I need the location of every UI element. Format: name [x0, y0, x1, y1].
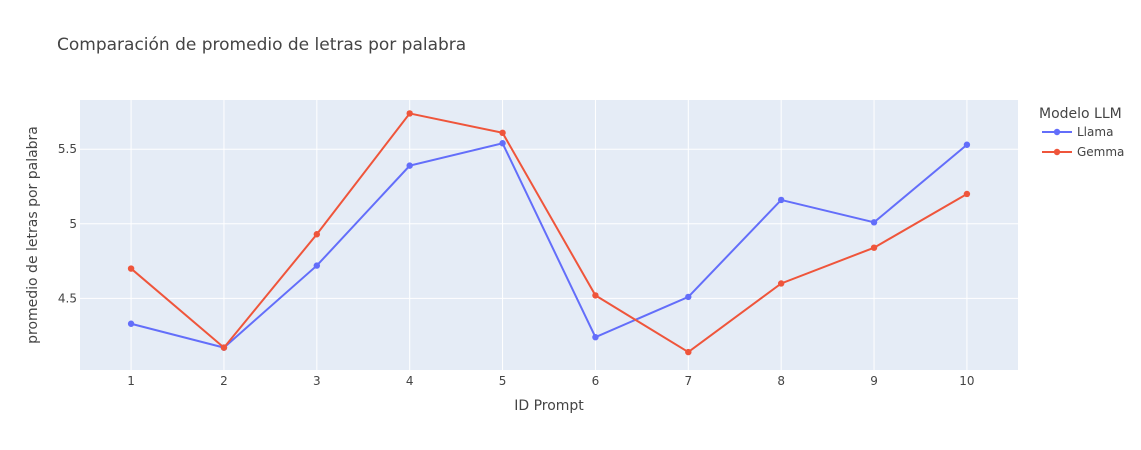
legend-marker	[1053, 148, 1061, 156]
x-tick-label: 8	[777, 374, 785, 388]
series-layer	[127, 110, 971, 356]
data-point-llama[interactable]	[777, 196, 785, 204]
series-line-llama	[130, 142, 968, 349]
data-point-llama[interactable]	[685, 293, 692, 301]
legend-label: Gemma	[1077, 145, 1124, 159]
y-tick-label: 5.5	[58, 142, 77, 156]
y-tick-label: 4.5	[58, 291, 77, 305]
data-point-gemma[interactable]	[313, 231, 321, 238]
data-point-gemma[interactable]	[870, 244, 878, 251]
data-point-gemma[interactable]	[127, 265, 135, 272]
x-tick-label: 1	[127, 374, 135, 388]
x-tick-label: 7	[684, 374, 692, 388]
y-axis: 4.5 5 5.5	[58, 142, 77, 305]
x-tick-label: 9	[870, 374, 878, 388]
y-axis-title: promedio de letras por palabra	[25, 126, 41, 344]
data-point-llama[interactable]	[499, 140, 506, 147]
grid	[80, 100, 1018, 370]
data-point-llama[interactable]	[406, 162, 413, 169]
legend: Modelo LLM Llama Gemma	[1039, 106, 1124, 159]
x-tick-label: 4	[406, 374, 414, 388]
x-tick-label: 2	[220, 374, 228, 388]
data-point-gemma[interactable]	[777, 280, 785, 287]
chart-title: Comparación de promedio de letras por pa…	[57, 35, 466, 55]
data-point-gemma[interactable]	[963, 190, 971, 198]
x-axis: 1 2 3 4 5 6 7 8 9 10	[127, 374, 974, 388]
legend-title: Modelo LLM	[1039, 106, 1122, 122]
series-gemma	[127, 110, 971, 356]
data-point-llama[interactable]	[963, 141, 971, 148]
series-llama	[127, 140, 971, 351]
x-tick-label: 6	[592, 374, 600, 388]
series-line-gemma	[130, 112, 968, 354]
data-point-llama[interactable]	[592, 333, 599, 341]
legend-item-llama[interactable]: Llama	[1042, 125, 1113, 139]
plot-area	[80, 100, 1018, 370]
y-tick-label: 5	[69, 217, 77, 231]
data-point-gemma[interactable]	[499, 129, 506, 137]
x-tick-label: 5	[499, 374, 507, 388]
data-point-gemma[interactable]	[406, 110, 413, 117]
x-axis-title: ID Prompt	[514, 398, 584, 414]
data-point-llama[interactable]	[870, 219, 878, 226]
x-tick-label: 3	[313, 374, 321, 388]
legend-item-gemma[interactable]: Gemma	[1042, 145, 1124, 159]
data-point-llama[interactable]	[127, 320, 135, 327]
legend-marker	[1053, 128, 1061, 136]
data-point-gemma[interactable]	[220, 344, 228, 351]
data-point-llama[interactable]	[313, 262, 321, 269]
x-tick-label: 10	[959, 374, 974, 388]
data-point-gemma[interactable]	[592, 292, 599, 299]
legend-label: Llama	[1077, 125, 1113, 139]
data-point-gemma[interactable]	[685, 348, 692, 356]
